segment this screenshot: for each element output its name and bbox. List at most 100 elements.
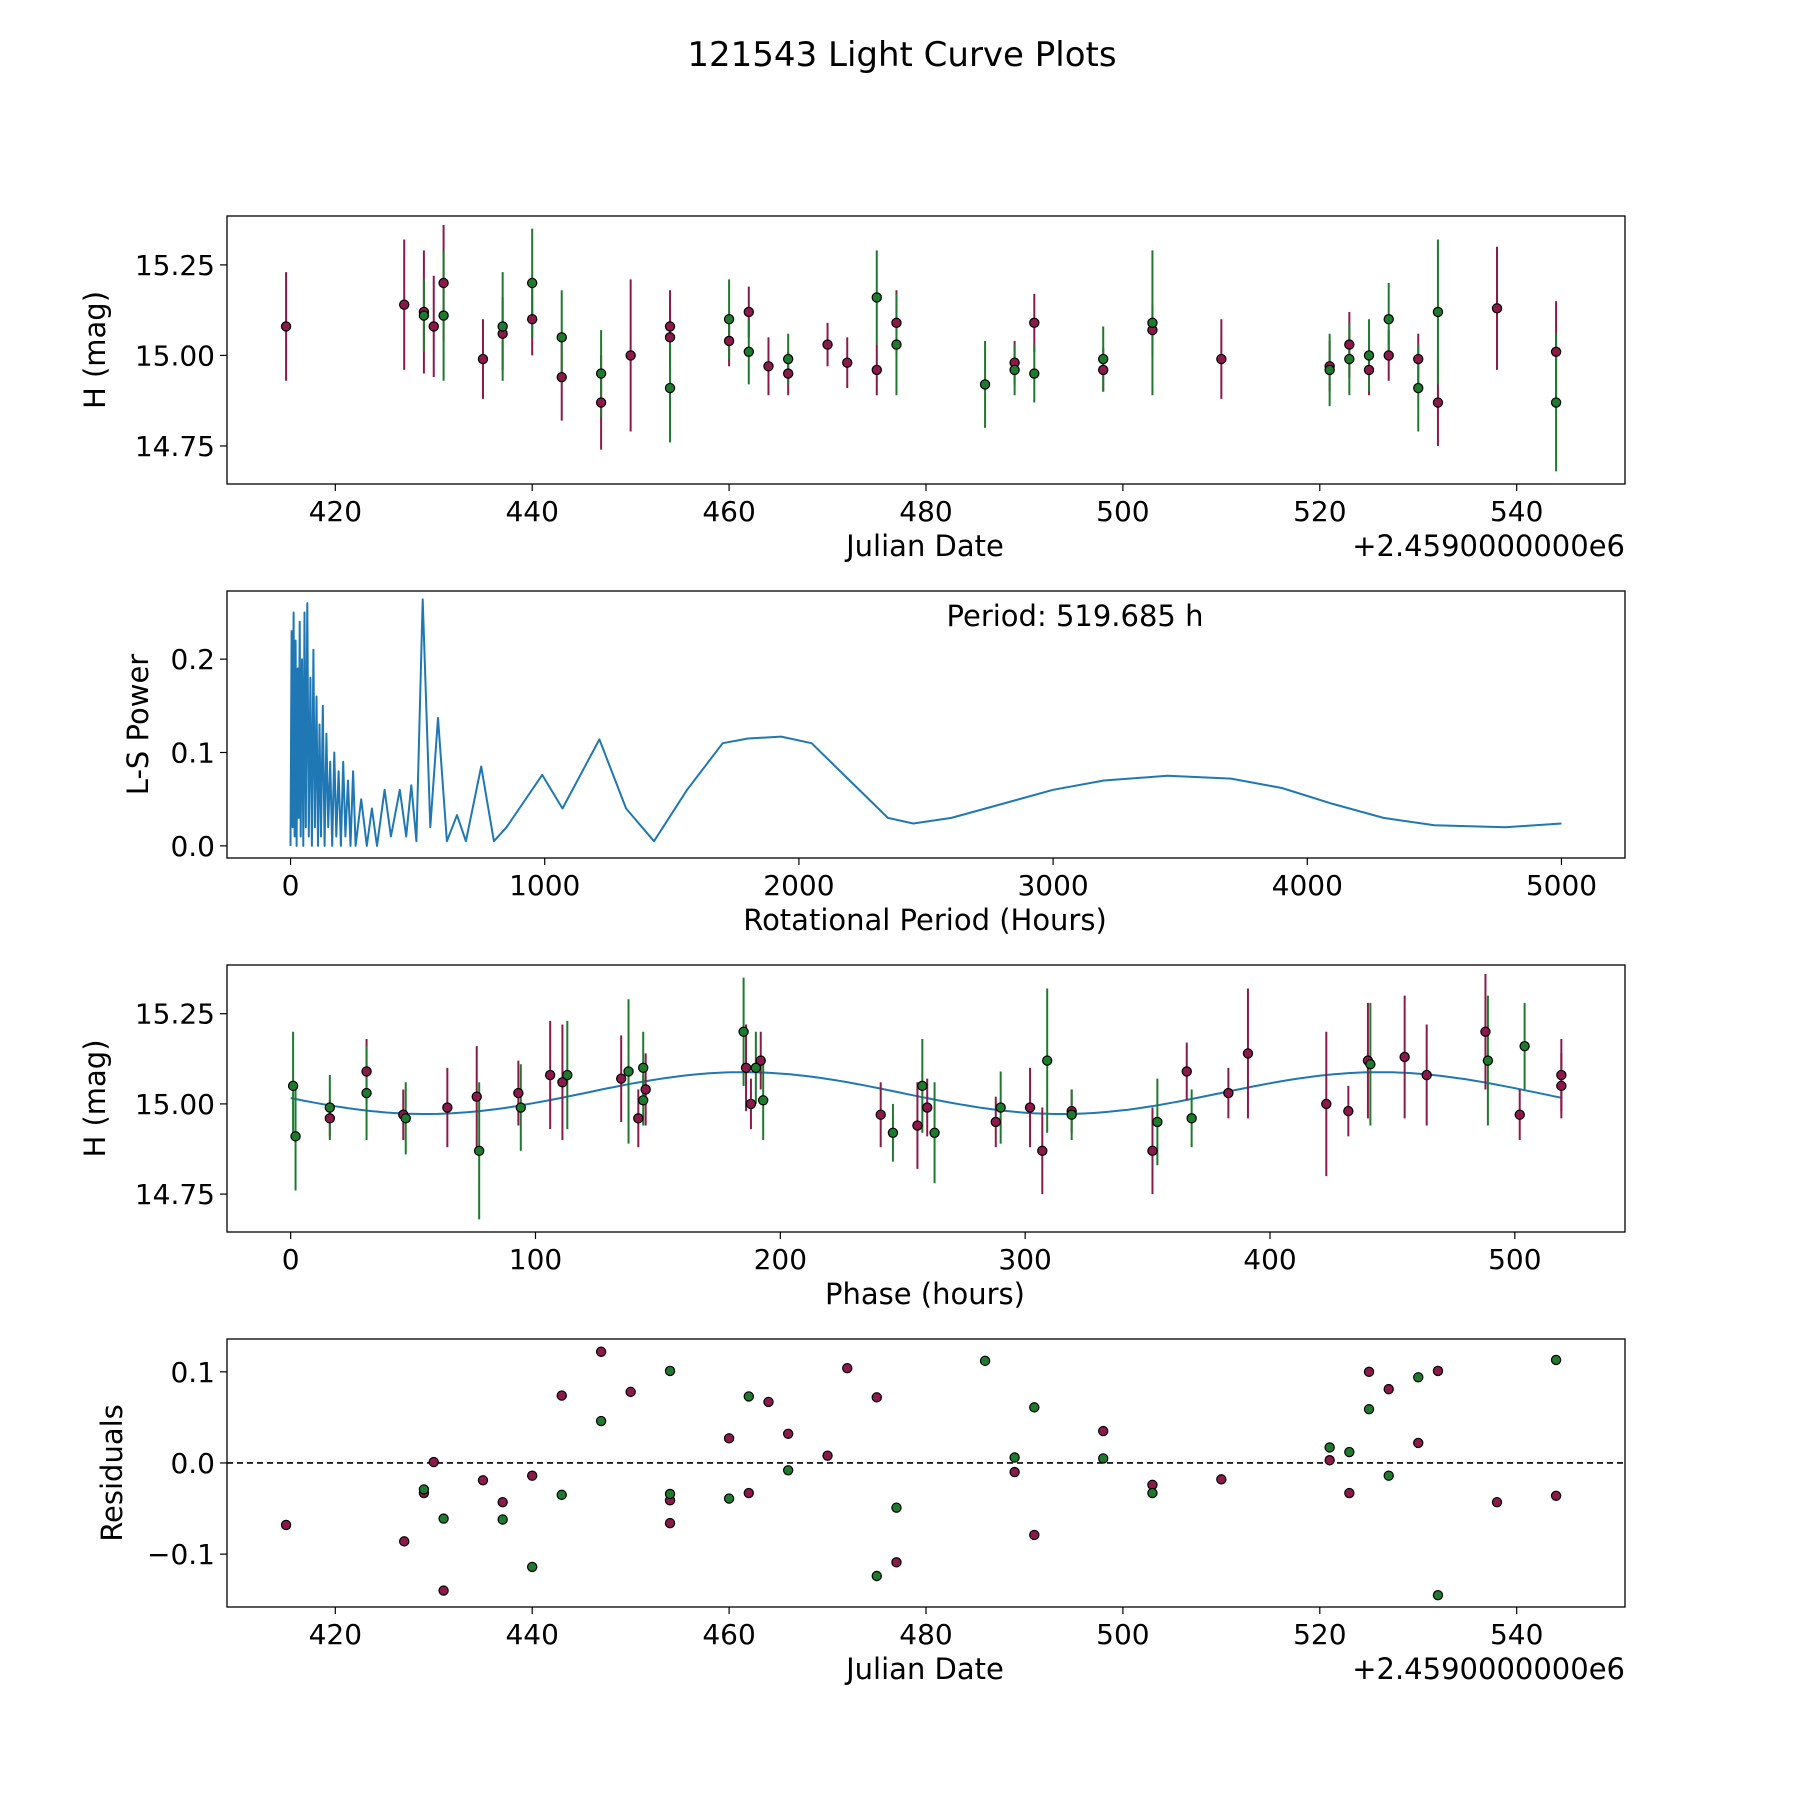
phased-band_b-point xyxy=(638,1095,649,1106)
lightcurve-band_b-point xyxy=(497,321,508,332)
figure-title: 121543 Light Curve Plots xyxy=(687,35,1116,75)
phased-band_a-point xyxy=(745,1098,757,1110)
residuals-ytick-label: 0.0 xyxy=(170,1447,215,1480)
lightcurve-band_b-point xyxy=(1363,350,1375,361)
residuals-band_a-point xyxy=(871,1392,882,1403)
lightcurve-band_a-point xyxy=(1432,397,1444,408)
residuals-band_b-point xyxy=(1413,1372,1424,1383)
lightcurve-band_a-point xyxy=(1550,346,1562,358)
lightcurve-band_a-point xyxy=(1216,353,1227,365)
phased-band_a-point xyxy=(1480,1026,1491,1037)
residuals-band_b-point xyxy=(418,1484,430,1495)
phased-band_b-point xyxy=(929,1127,940,1138)
residuals-band_a-point xyxy=(399,1536,410,1547)
residuals-x-offset-label: +2.4590000000e6 xyxy=(1352,1652,1625,1686)
phased-panel: 0 100 200 300 400 500 14.75 15.00 15.25 Phase (ho… xyxy=(78,964,1626,1311)
lightcurve-band_b-point xyxy=(1383,314,1394,325)
residuals-band_a-point xyxy=(595,1346,607,1357)
residuals-band_a-point xyxy=(1432,1365,1444,1377)
phased-band_a-point xyxy=(1556,1069,1567,1081)
lightcurve-band_a-point xyxy=(782,368,794,379)
plots-container: 420 440 460 480 500 520 540 14.75 15.00 15.25 Juli… xyxy=(78,215,1626,1686)
periodogram-series-line xyxy=(289,598,1562,847)
phased-ytick-label: 15.00 xyxy=(135,1088,215,1121)
lightcurve-band_a-point xyxy=(477,353,489,365)
residuals-panel: 420 440 460 480 500 520 540 −0.1 0.0 0.1 Julian Da… xyxy=(95,1338,1626,1686)
lightcurve-band_a-point xyxy=(723,335,735,347)
residuals-band_a-point xyxy=(1098,1425,1109,1437)
lightcurve-xtick-label: 440 xyxy=(505,495,558,528)
lightcurve-ytick-label: 15.00 xyxy=(135,339,215,372)
periodogram-xtick-label: 0 xyxy=(282,869,300,902)
phased-model-layer xyxy=(290,1071,1562,1115)
phased-band_a-point xyxy=(1024,1102,1036,1113)
phased-band_b-point xyxy=(738,1026,749,1037)
phased-axes-frame xyxy=(226,964,1626,1233)
lightcurve-band_a-point xyxy=(595,397,607,408)
lightcurve-band_a-point xyxy=(664,332,676,343)
residuals-band_a-point xyxy=(477,1475,489,1486)
residuals-band_a-point xyxy=(782,1428,794,1440)
lightcurve-band_b-point xyxy=(782,353,794,365)
lightcurve-band_b-point xyxy=(418,310,430,321)
residuals-band_b-point xyxy=(1550,1354,1562,1366)
phased-band_a-point xyxy=(1037,1145,1048,1157)
phased-band_b-point xyxy=(473,1145,485,1157)
phased-band_b-point xyxy=(515,1102,527,1113)
lightcurve-band_a-point xyxy=(743,306,754,318)
lightcurve-band_a-point xyxy=(399,299,410,310)
phased-xtick-label: 300 xyxy=(998,1243,1051,1276)
periodogram-xlabel: Rotational Period (Hours) xyxy=(743,903,1107,937)
lightcurve-panel: 420 440 460 480 500 520 540 14.75 15.00 15.25 Juli… xyxy=(78,215,1626,563)
residuals-xtick-label: 540 xyxy=(1490,1618,1543,1651)
phased-band_b-point xyxy=(1041,1055,1053,1066)
phased-band_a-point xyxy=(1147,1145,1158,1157)
phased-band_a-point xyxy=(1242,1048,1254,1059)
phased-band_b-point xyxy=(917,1080,928,1092)
phased-band_b-point xyxy=(995,1102,1006,1113)
residuals-band_b-point xyxy=(1383,1470,1394,1481)
periodogram-period-annotation: Period: 519.685 h xyxy=(947,599,1204,633)
phased-band_b-point xyxy=(1482,1055,1494,1066)
phased-band_a-point xyxy=(442,1102,453,1113)
phased-band_a-point xyxy=(633,1113,644,1124)
residuals-xtick-label: 460 xyxy=(702,1618,755,1651)
residuals-band_a-point xyxy=(822,1450,833,1461)
lightcurve-band_a-point xyxy=(1029,317,1040,329)
periodogram-xtick-label: 4000 xyxy=(1272,869,1343,902)
periodogram-data-layer xyxy=(289,598,1562,847)
residuals-markers xyxy=(280,1346,1562,1601)
phased-band_b-point xyxy=(400,1113,411,1124)
lightcurve-band_a-point xyxy=(428,321,439,332)
residuals-band_a-point xyxy=(1009,1466,1020,1478)
phased-band_a-point xyxy=(990,1116,1001,1128)
residuals-band_a-point xyxy=(1363,1366,1375,1378)
lightcurve-band_b-point xyxy=(1413,382,1424,394)
phased-band_b-point xyxy=(287,1080,299,1092)
lightcurve-band_a-point xyxy=(1344,339,1355,350)
phased-band_a-point xyxy=(1421,1069,1432,1081)
phased-band_a-point xyxy=(1514,1109,1525,1120)
phased-band_a-point xyxy=(1399,1051,1410,1063)
phased-band_b-point xyxy=(638,1062,649,1074)
residuals-ytick-label: 0.1 xyxy=(170,1356,215,1389)
lightcurve-xtick-label: 540 xyxy=(1490,495,1543,528)
lightcurve-band_b-point xyxy=(595,368,607,379)
residuals-band_a-point xyxy=(842,1362,853,1374)
residuals-band_b-point xyxy=(1432,1589,1444,1601)
residuals-ytick-label: −0.1 xyxy=(147,1538,215,1571)
phased-ylabel: H (mag) xyxy=(78,1039,112,1157)
lightcurve-band_b-point xyxy=(1550,397,1562,408)
lightcurve-xtick-label: 480 xyxy=(899,495,952,528)
residuals-band_b-point xyxy=(438,1513,449,1524)
lightcurve-band_a-point xyxy=(1413,353,1424,365)
lightcurve-band_b-point xyxy=(723,314,735,325)
residuals-band_a-point xyxy=(556,1390,567,1401)
residuals-band_a-point xyxy=(428,1456,439,1468)
residuals-band_a-point xyxy=(1491,1496,1503,1508)
phased-data-layer xyxy=(287,974,1567,1220)
lightcurve-band_b-point xyxy=(556,332,567,343)
residuals-ylabel: Residuals xyxy=(95,1404,129,1542)
phased-band_a-point xyxy=(912,1120,923,1131)
